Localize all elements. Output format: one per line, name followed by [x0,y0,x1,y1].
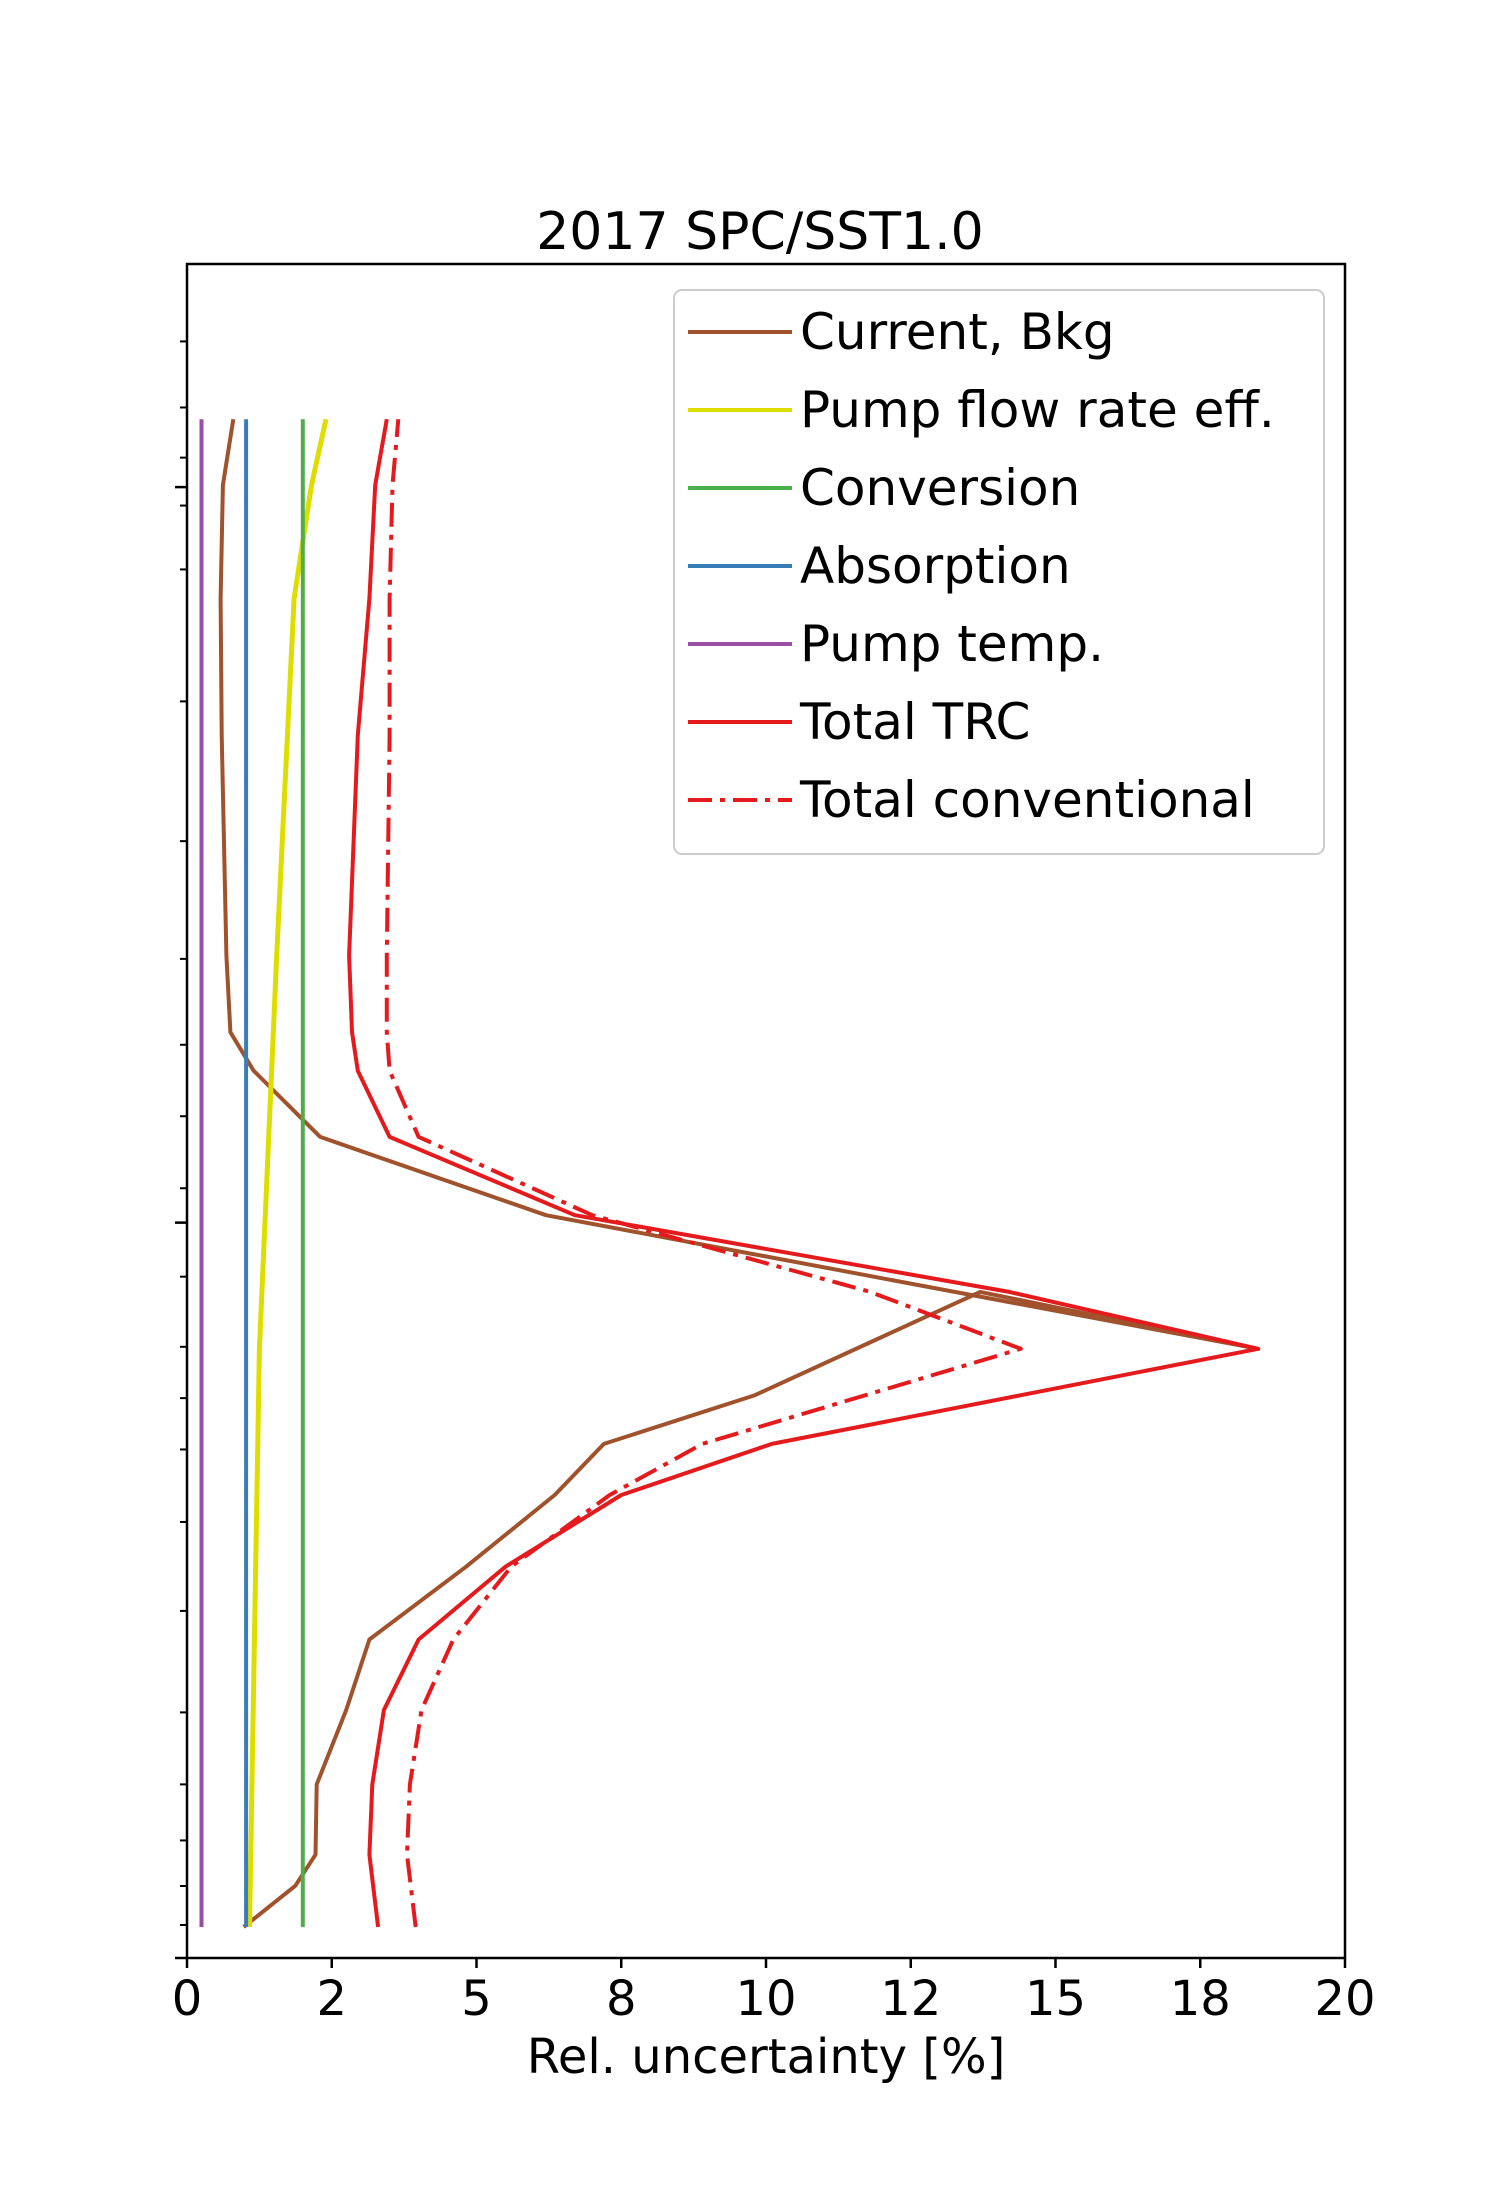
series-line-1 [247,418,329,1928]
legend: Current, Bkg Pump flow rate eff. Conversio… [673,289,1325,855]
legend-label-0: Current, Bkg [800,303,1115,361]
legend-label-6: Total conventional [799,771,1255,829]
series-line-0 [218,418,1261,1929]
x-tick-label: 18 [1170,1971,1231,2027]
y-axis-ticks [175,340,187,1960]
legend-label-2: Conversion [800,459,1080,517]
chart-title: 2017 SPC/SST1.0 [536,202,984,262]
legend-label-4: Pump temp. [800,615,1104,673]
x-axis-ticks: 0 2 5 8 10 12 15 18 20 [172,1958,1376,2027]
legend-items: Current, Bkg Pump flow rate eff. Conversio… [688,303,1275,829]
legend-box [673,289,1325,855]
legend-label-3: Absorption [800,537,1071,595]
series-line-6 [384,419,1023,1928]
series-lines [199,418,1261,1929]
x-tick-label: 15 [1025,1971,1086,2027]
x-tick-label: 2 [316,1971,347,2027]
x-tick-label: 20 [1314,1971,1375,2027]
legend-label-1: Pump flow rate eff. [800,381,1275,439]
x-axis-label: Rel. uncertainty [%] [527,2029,1006,2085]
x-tick-label: 8 [606,1971,637,2027]
legend-label-5: Total TRC [799,693,1030,751]
series-line-5 [347,418,1261,1928]
x-tick-label: 0 [172,1971,203,2027]
x-tick-label: 5 [461,1971,492,2027]
x-tick-label: 12 [880,1971,941,2027]
x-tick-label: 10 [735,1971,796,2027]
